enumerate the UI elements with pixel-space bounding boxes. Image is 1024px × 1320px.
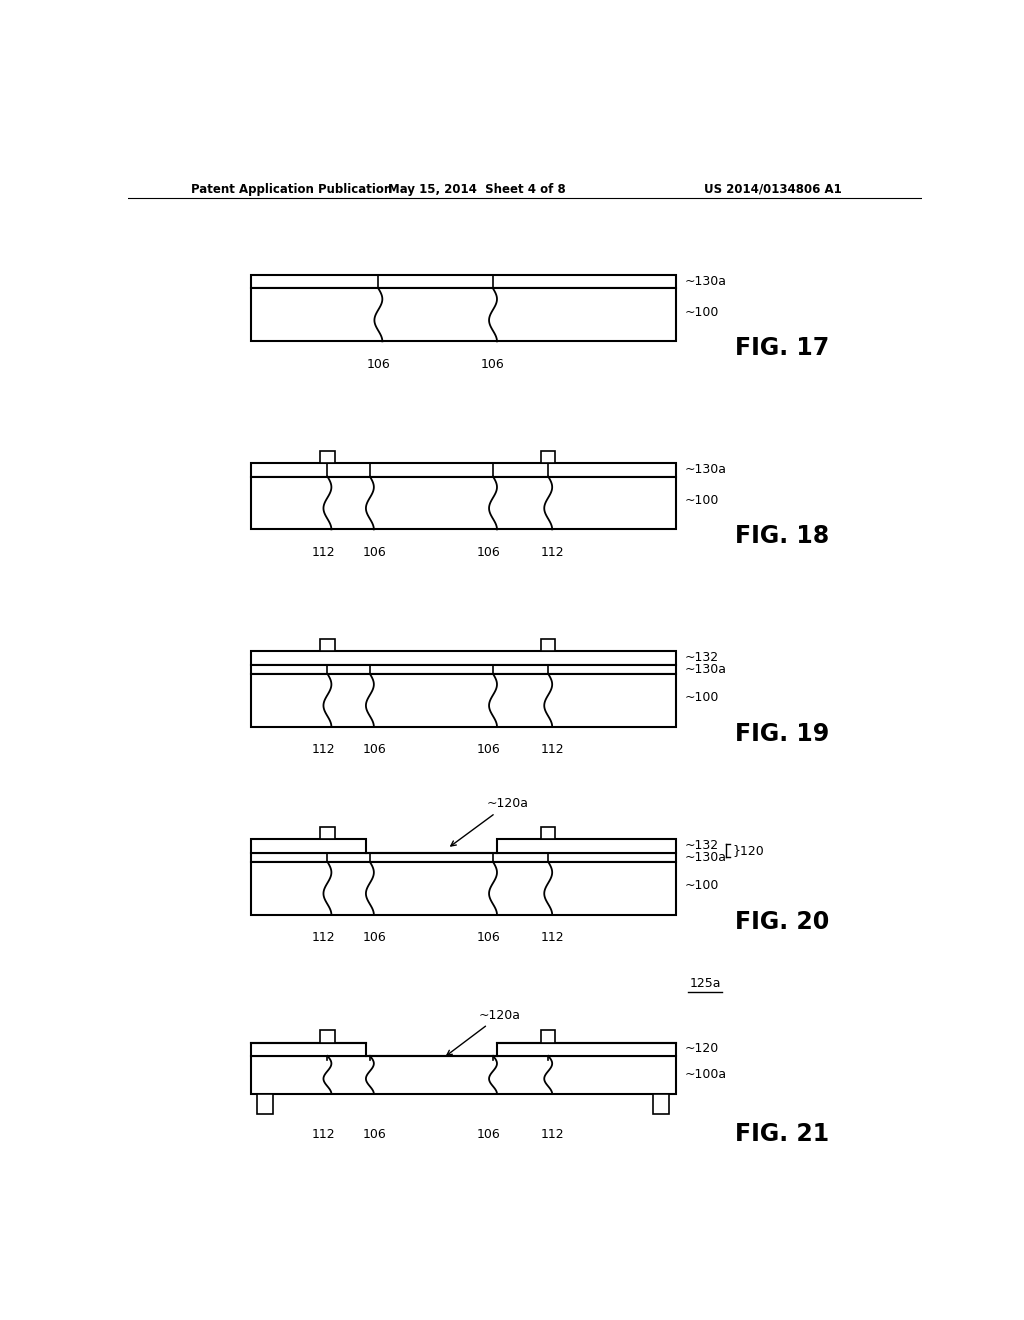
Text: ~100: ~100 <box>685 494 720 507</box>
Bar <box>251 862 676 915</box>
Text: Patent Application Publication: Patent Application Publication <box>191 183 393 195</box>
Text: ~120: ~120 <box>685 1041 719 1055</box>
Text: 106: 106 <box>476 931 500 944</box>
Bar <box>541 1031 555 1043</box>
Bar <box>251 463 676 477</box>
Text: FIG. 18: FIG. 18 <box>735 524 829 548</box>
Bar <box>251 276 676 289</box>
Text: 112: 112 <box>311 743 335 756</box>
Bar <box>541 451 555 463</box>
Bar <box>541 828 555 840</box>
Text: 112: 112 <box>311 545 335 558</box>
Text: ~130a: ~130a <box>685 275 727 288</box>
Text: FIG. 19: FIG. 19 <box>735 722 829 746</box>
Bar <box>251 1043 366 1056</box>
Text: 106: 106 <box>367 358 390 371</box>
Text: 112: 112 <box>541 743 564 756</box>
Text: 106: 106 <box>362 743 386 756</box>
Bar <box>251 664 676 673</box>
Text: 106: 106 <box>481 358 505 371</box>
Bar <box>251 1056 676 1094</box>
Bar <box>321 1031 335 1043</box>
Bar <box>497 1043 676 1056</box>
Text: 112: 112 <box>541 545 564 558</box>
Bar <box>321 828 335 840</box>
Bar <box>251 651 676 664</box>
Text: ~132: ~132 <box>685 651 719 664</box>
Bar <box>653 1094 670 1114</box>
Text: 106: 106 <box>476 1129 500 1142</box>
Text: }120: }120 <box>732 843 764 857</box>
Bar <box>251 853 676 862</box>
Text: US 2014/0134806 A1: US 2014/0134806 A1 <box>705 183 842 195</box>
Bar <box>321 451 335 463</box>
Text: ~132: ~132 <box>685 838 719 851</box>
Text: 106: 106 <box>476 545 500 558</box>
Text: 112: 112 <box>311 1129 335 1142</box>
Bar <box>251 840 366 853</box>
Bar <box>321 639 335 651</box>
Text: 112: 112 <box>541 931 564 944</box>
Bar <box>257 1094 273 1114</box>
Text: 106: 106 <box>476 743 500 756</box>
Text: ~100: ~100 <box>685 306 720 319</box>
Text: 112: 112 <box>541 1129 564 1142</box>
Text: ~100a: ~100a <box>685 1068 727 1081</box>
Bar <box>251 477 676 529</box>
Text: 106: 106 <box>362 931 386 944</box>
Text: 112: 112 <box>311 931 335 944</box>
Text: FIG. 17: FIG. 17 <box>735 337 829 360</box>
Text: ~100: ~100 <box>685 692 720 704</box>
Text: May 15, 2014  Sheet 4 of 8: May 15, 2014 Sheet 4 of 8 <box>388 183 566 195</box>
Text: ~130a: ~130a <box>685 663 727 676</box>
Bar <box>541 639 555 651</box>
Text: ~120a: ~120a <box>451 797 529 846</box>
Text: ~120a: ~120a <box>446 1008 521 1055</box>
Bar <box>251 289 676 342</box>
Text: 125a: 125a <box>689 977 721 990</box>
Text: ~100: ~100 <box>685 879 720 892</box>
Text: FIG. 21: FIG. 21 <box>735 1122 829 1146</box>
Text: ~130a: ~130a <box>685 463 727 475</box>
Text: 106: 106 <box>362 1129 386 1142</box>
Text: FIG. 20: FIG. 20 <box>735 909 829 933</box>
Bar <box>251 673 676 727</box>
Text: ~130a: ~130a <box>685 850 727 863</box>
Text: 106: 106 <box>362 545 386 558</box>
Bar <box>497 840 676 853</box>
